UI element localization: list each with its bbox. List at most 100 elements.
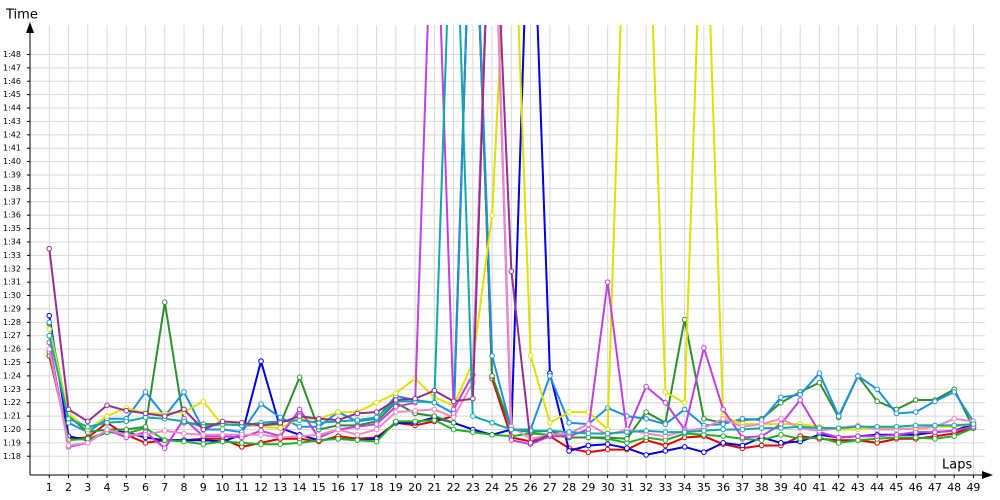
- point: [181, 418, 187, 425]
- x-tick-label: 40: [793, 481, 807, 494]
- y-tick-label: 1:28: [3, 318, 21, 327]
- x-tick-label: 14: [293, 481, 307, 494]
- y-tick-label: 1:42: [3, 130, 21, 139]
- y-tick-label: 1:38: [3, 184, 21, 193]
- point: [123, 426, 130, 433]
- point: [200, 432, 207, 438]
- point: [970, 421, 977, 427]
- point: [662, 429, 669, 435]
- point: [681, 444, 688, 450]
- point: [739, 434, 746, 441]
- x-tick-label: 15: [312, 481, 326, 494]
- point: [142, 432, 149, 438]
- point: [277, 425, 284, 431]
- point: [335, 417, 341, 423]
- point: [932, 429, 938, 435]
- point: [373, 438, 380, 445]
- x-tick-label: 46: [909, 481, 923, 494]
- series: [46, 25, 553, 446]
- y-tick-label: 1:21: [3, 412, 21, 421]
- y-tick-label: 1:41: [3, 144, 21, 153]
- point: [912, 434, 919, 441]
- x-tick-label: 32: [639, 481, 653, 494]
- point: [701, 415, 707, 422]
- point: [431, 387, 438, 394]
- point: [450, 426, 457, 433]
- x-tick-label: 23: [466, 481, 480, 494]
- x-tick-label: 3: [84, 481, 91, 494]
- point: [835, 413, 842, 419]
- y-tick-label: 1:34: [3, 237, 21, 246]
- point: [238, 432, 245, 438]
- x-tick-label: 24: [485, 481, 499, 494]
- point: [161, 413, 168, 419]
- point: [797, 397, 803, 403]
- point: [855, 423, 861, 430]
- x-tick-label: 12: [254, 481, 268, 494]
- point: [508, 437, 515, 443]
- x-tick-label: 42: [832, 481, 846, 494]
- x-tick-label: 41: [812, 481, 826, 494]
- x-tick-label: 47: [928, 481, 942, 494]
- point: [778, 415, 784, 422]
- point: [797, 436, 803, 442]
- point: [951, 433, 957, 439]
- x-tick-label: 5: [123, 481, 130, 494]
- point: [701, 428, 707, 434]
- point: [816, 379, 823, 386]
- point: [778, 425, 784, 431]
- x-tick-label: 34: [678, 481, 692, 494]
- point: [720, 415, 726, 422]
- point: [104, 413, 110, 419]
- x-tick-label: 7: [161, 481, 168, 494]
- point: [662, 399, 669, 406]
- point: [84, 418, 91, 425]
- point: [835, 440, 842, 446]
- x-tick-label: 8: [181, 481, 188, 494]
- point: [142, 389, 149, 395]
- point: [142, 423, 149, 430]
- point: [874, 386, 880, 393]
- point: [585, 442, 592, 449]
- point: [932, 422, 938, 429]
- y-tick-label: 1:43: [3, 117, 21, 126]
- y-tick-label: 1:19: [3, 438, 21, 447]
- point: [585, 430, 592, 437]
- point: [84, 423, 91, 430]
- point: [200, 441, 207, 447]
- point: [489, 419, 495, 426]
- point: [450, 414, 457, 421]
- point: [874, 398, 880, 405]
- point: [585, 449, 592, 456]
- point: [258, 358, 264, 364]
- x-tick-label: 2: [65, 481, 72, 494]
- point: [951, 422, 957, 429]
- point: [46, 312, 53, 319]
- point: [758, 442, 765, 449]
- point: [393, 390, 399, 397]
- point: [604, 279, 611, 285]
- point: [412, 407, 418, 414]
- y-tick-label: 1:29: [3, 304, 21, 313]
- point: [893, 423, 900, 430]
- point: [566, 419, 572, 426]
- point: [681, 316, 688, 323]
- x-tick-label: 19: [389, 481, 403, 494]
- point: [527, 440, 534, 446]
- x-tick-label: 21: [427, 481, 441, 494]
- y-tick-label: 1:45: [3, 90, 21, 99]
- x-tick-label: 6: [142, 481, 149, 494]
- point: [65, 406, 72, 413]
- x-tick-label: 31: [620, 481, 634, 494]
- x-tick-label: 29: [581, 481, 595, 494]
- x-tick-label: 25: [504, 481, 518, 494]
- point: [46, 332, 53, 339]
- point: [316, 432, 322, 438]
- point: [855, 373, 861, 379]
- y-tick-label: 1:47: [3, 63, 21, 72]
- point: [181, 438, 187, 445]
- x-tick-label: 49: [966, 481, 980, 494]
- point: [489, 373, 495, 379]
- point: [778, 440, 784, 446]
- point: [354, 437, 361, 443]
